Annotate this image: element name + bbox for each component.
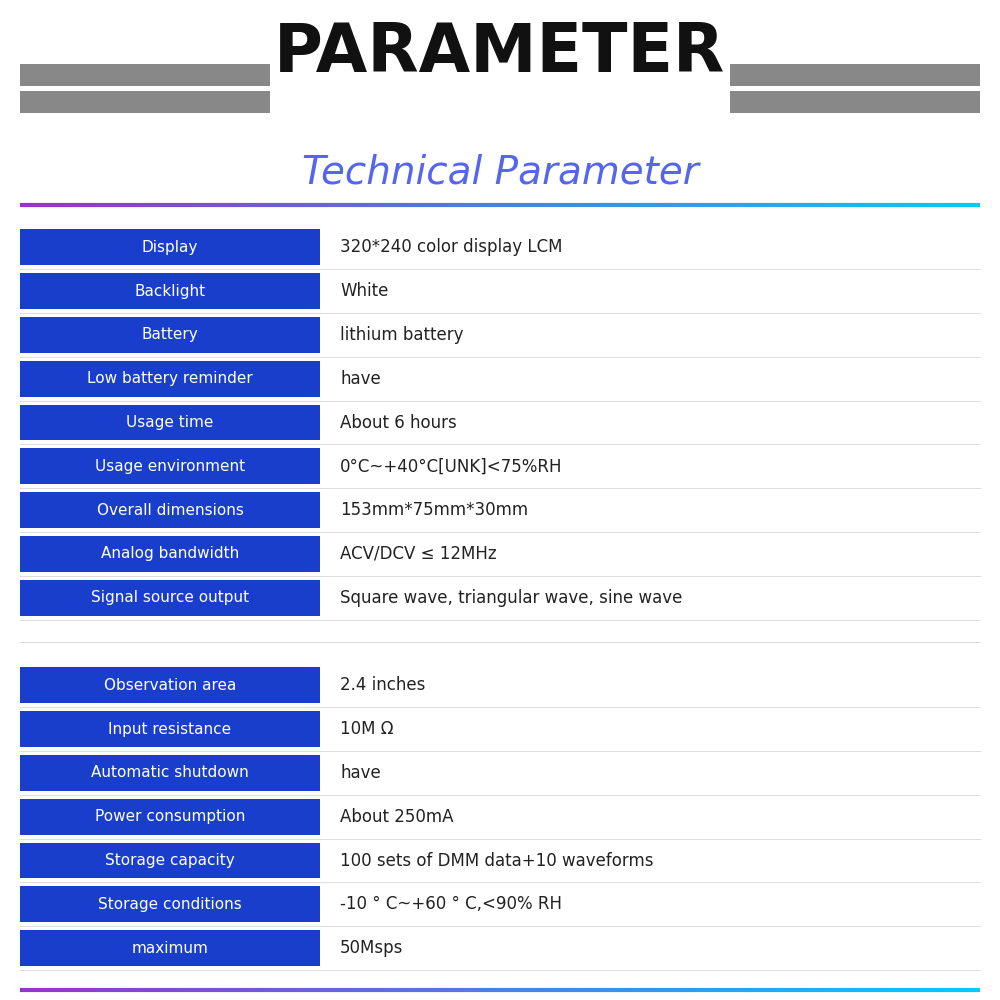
Text: Low battery reminder: Low battery reminder: [87, 371, 253, 386]
Text: 2.4 inches: 2.4 inches: [340, 676, 425, 694]
Text: Storage conditions: Storage conditions: [98, 897, 242, 912]
Text: 153mm*75mm*30mm: 153mm*75mm*30mm: [340, 501, 528, 519]
Text: Power consumption: Power consumption: [95, 809, 245, 824]
FancyBboxPatch shape: [20, 843, 320, 878]
Text: 0°C~+40°C[UNK]<75%RH: 0°C~+40°C[UNK]<75%RH: [340, 457, 562, 475]
Text: Overall dimensions: Overall dimensions: [97, 503, 243, 518]
Text: Analog bandwidth: Analog bandwidth: [101, 546, 239, 561]
FancyBboxPatch shape: [20, 492, 320, 528]
FancyBboxPatch shape: [20, 580, 320, 616]
Text: lithium battery: lithium battery: [340, 326, 464, 344]
FancyBboxPatch shape: [20, 91, 270, 113]
FancyBboxPatch shape: [20, 405, 320, 440]
FancyBboxPatch shape: [20, 755, 320, 791]
FancyBboxPatch shape: [20, 930, 320, 966]
FancyBboxPatch shape: [20, 799, 320, 835]
FancyBboxPatch shape: [20, 317, 320, 353]
Text: Usage time: Usage time: [126, 415, 214, 430]
Text: Usage environment: Usage environment: [95, 459, 245, 474]
Text: 50Msps: 50Msps: [340, 939, 403, 957]
FancyBboxPatch shape: [20, 448, 320, 484]
Text: have: have: [340, 764, 381, 782]
Text: PARAMETER: PARAMETER: [274, 20, 726, 86]
FancyBboxPatch shape: [20, 273, 320, 309]
Text: Battery: Battery: [142, 327, 198, 342]
Text: Signal source output: Signal source output: [91, 590, 249, 605]
FancyBboxPatch shape: [20, 229, 320, 265]
FancyBboxPatch shape: [730, 64, 980, 86]
Text: Automatic shutdown: Automatic shutdown: [91, 765, 249, 780]
Text: Backlight: Backlight: [134, 284, 206, 299]
FancyBboxPatch shape: [20, 536, 320, 572]
FancyBboxPatch shape: [20, 64, 270, 86]
Text: ACV/DCV ≤ 12MHz: ACV/DCV ≤ 12MHz: [340, 545, 497, 563]
Text: Square wave, triangular wave, sine wave: Square wave, triangular wave, sine wave: [340, 589, 682, 607]
Text: 10M Ω: 10M Ω: [340, 720, 394, 738]
Text: Technical Parameter: Technical Parameter: [302, 153, 698, 191]
Text: White: White: [340, 282, 388, 300]
FancyBboxPatch shape: [20, 711, 320, 747]
Text: 320*240 color display LCM: 320*240 color display LCM: [340, 238, 562, 256]
FancyBboxPatch shape: [20, 361, 320, 397]
Text: have: have: [340, 370, 381, 388]
Text: -10 ° C~+60 ° C,<90% RH: -10 ° C~+60 ° C,<90% RH: [340, 895, 562, 913]
Text: About 6 hours: About 6 hours: [340, 414, 457, 432]
Text: Display: Display: [142, 240, 198, 255]
FancyBboxPatch shape: [20, 886, 320, 922]
Text: Storage capacity: Storage capacity: [105, 853, 235, 868]
Text: Input resistance: Input resistance: [108, 722, 232, 737]
FancyBboxPatch shape: [20, 667, 320, 703]
FancyBboxPatch shape: [730, 91, 980, 113]
Text: About 250mA: About 250mA: [340, 808, 454, 826]
Text: 100 sets of DMM data+10 waveforms: 100 sets of DMM data+10 waveforms: [340, 852, 654, 870]
Text: maximum: maximum: [132, 941, 208, 956]
Text: Observation area: Observation area: [104, 678, 236, 693]
